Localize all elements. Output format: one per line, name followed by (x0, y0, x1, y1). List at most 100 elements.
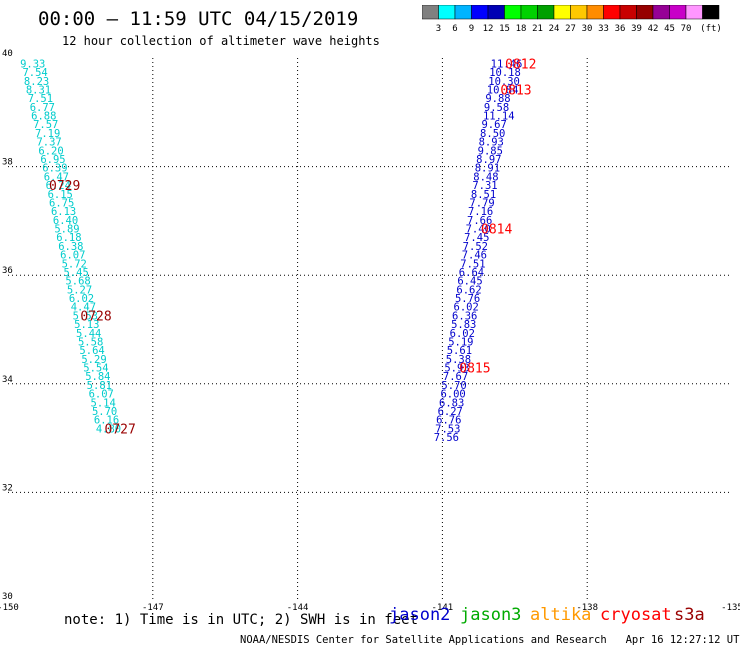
colorbar-label: 21 (532, 24, 543, 34)
data-point-label: 7.51 (460, 258, 485, 270)
data-point-label: 6.95 (40, 154, 65, 166)
data-point-label: 5.14 (91, 397, 116, 409)
colorbar-label: 6 (452, 24, 457, 34)
data-point-label: 5.13 (74, 319, 99, 331)
data-point-label: 6.75 (49, 197, 74, 209)
data-point-label: 9.33 (20, 58, 45, 70)
x-tick-label: -147 (142, 603, 164, 612)
data-point-label: 7.37 (36, 137, 61, 149)
data-point-label: 6.13 (51, 206, 76, 218)
x-tick-label: -138 (576, 603, 598, 612)
data-point-label: 7.45 (464, 232, 489, 244)
x-tick-label: -144 (287, 603, 309, 612)
data-point-label: 5.89 (54, 224, 79, 236)
colorbar-swatch (702, 5, 720, 20)
data-point-label: 6.18 (56, 232, 81, 244)
data-point-label: 8.48 (473, 171, 498, 183)
data-point-label: 11.14 (483, 111, 515, 123)
data-point-label: 6.07 (89, 389, 114, 401)
sat-jason3-label: jason3 (460, 605, 522, 625)
data-point-label: 6.88 (31, 111, 56, 123)
sat-altika-label: altika (530, 605, 592, 625)
data-point-label: 5.44 (76, 328, 101, 340)
colorbar-label: 3 (436, 24, 441, 34)
data-point-label: 5.38 (446, 354, 471, 366)
colorbar-label: 36 (615, 24, 626, 34)
sat-s3a-label: s3a (674, 605, 705, 625)
data-point-label: 5.68 (65, 276, 90, 288)
footer-credit: NOAA/NESDIS Center for Satellite Applica… (240, 634, 740, 646)
y-tick-label: 40 (2, 49, 13, 59)
colorbar-label: 18 (516, 24, 527, 34)
data-point-label: 5.29 (81, 354, 106, 366)
data-point-label: 7.56 (434, 432, 459, 444)
data-point-label: 9.58 (484, 102, 509, 114)
data-point-label: 8.51 (471, 189, 496, 201)
data-point-label: 7.51 (28, 93, 53, 105)
time-annotation: 0729 (49, 179, 80, 194)
data-point-label: 6.77 (30, 102, 55, 114)
data-point-label: 6.40 (53, 215, 78, 227)
data-point-label: 6.02 (454, 302, 479, 314)
data-point-label: 5.70 (92, 406, 117, 418)
colorbar-label: 30 (582, 24, 593, 34)
data-point-label: 6.39 (42, 163, 67, 175)
x-tick-label: -141 (432, 603, 454, 612)
data-point-label: 6.38 (58, 241, 83, 253)
colorbar-label: 27 (565, 24, 576, 34)
y-tick-label: 36 (2, 266, 13, 276)
colorbar-unit: (ft) (700, 24, 722, 34)
data-point-label: 8.31 (26, 84, 51, 96)
y-tick-label: 34 (2, 375, 13, 385)
data-point-label: 6.47 (44, 171, 69, 183)
data-point-label: 4.80 (96, 423, 121, 435)
data-point-label: 8.23 (24, 76, 49, 88)
data-point-label: 8.97 (476, 154, 501, 166)
time-annotation: 0813 (500, 83, 531, 98)
data-point-label: 6.07 (60, 250, 85, 262)
colorbar-label: 24 (549, 24, 560, 34)
data-point-label: 6.24 (46, 180, 71, 192)
data-point-label: 6.27 (438, 406, 463, 418)
data-point-label: 5.61 (447, 345, 472, 357)
colorbar-label: 70 (681, 24, 692, 34)
data-point-label: 11.46 (491, 58, 523, 70)
data-point-label: 6.02 (450, 328, 475, 340)
colorbar-label: 39 (631, 24, 642, 34)
time-annotation: 0815 (459, 362, 490, 377)
data-point-label: 7.57 (33, 119, 58, 131)
data-point-label: 8.91 (475, 163, 500, 175)
data-point-label: 10.84 (487, 84, 519, 96)
data-point-label: 7.53 (435, 423, 460, 435)
data-point-label: 10.18 (489, 67, 521, 79)
data-point-label: 5.93 (444, 363, 469, 375)
data-point-label: 7.67 (443, 371, 468, 383)
data-point-label: 6.16 (94, 415, 119, 427)
data-point-label: 7.31 (472, 180, 497, 192)
x-tick-label: -135 (721, 603, 740, 612)
data-point-label: 8.50 (480, 128, 505, 140)
data-point-label: 7.40 (466, 224, 491, 236)
plot-area: -150 -147 -144 -141 -138 -135 30 32 34 36 38 40 9.33… (0, 49, 740, 612)
y-tick-label: 38 (2, 158, 13, 168)
data-point-label: 6.36 (452, 310, 477, 322)
data-point-label: 7.19 (35, 128, 60, 140)
data-point-label: 6.64 (459, 267, 484, 279)
time-annotation: 0814 (481, 223, 512, 238)
data-point-label: 5.81 (87, 380, 112, 392)
data-point-label: 5.27 (67, 284, 92, 296)
chart-subtitle: 12 hour collection of altimeter wave hei… (62, 34, 380, 48)
data-point-label: 5.64 (79, 345, 104, 357)
data-point-label: 5.45 (64, 267, 89, 279)
data-point-label: 5.84 (85, 371, 110, 383)
data-point-label: 6.45 (457, 276, 482, 288)
data-point-label: 7.79 (469, 197, 494, 209)
data-point-label: 10.30 (488, 76, 520, 88)
data-point-label: 6.76 (436, 415, 461, 427)
y-tick-label: 30 (2, 592, 13, 602)
y-tick-label: 32 (2, 483, 13, 493)
colorbar-label: 12 (483, 24, 494, 34)
data-point-label: 9.85 (478, 145, 503, 157)
data-point-label: 6.02 (69, 293, 94, 305)
data-point-label: 5.70 (441, 380, 466, 392)
